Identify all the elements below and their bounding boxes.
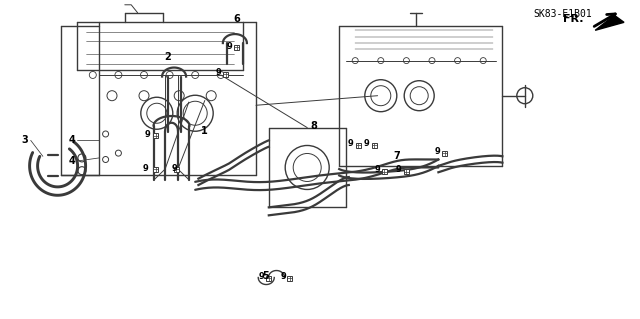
Text: 9: 9 [364, 139, 369, 148]
Text: 2: 2 [164, 52, 171, 62]
Text: 5: 5 [262, 271, 269, 281]
Bar [404, 169, 409, 174]
Text: 9: 9 [227, 42, 232, 51]
Text: 9: 9 [145, 130, 150, 139]
Text: 9: 9 [143, 164, 148, 173]
Text: 6: 6 [234, 13, 240, 24]
Text: SK83-E1B01: SK83-E1B01 [533, 9, 592, 19]
Text: 4: 4 [68, 135, 75, 145]
Bar [223, 71, 228, 77]
Bar [372, 143, 377, 148]
Bar [442, 151, 447, 156]
Text: 9: 9 [172, 164, 177, 173]
Text: 8: 8 [310, 121, 317, 131]
Text: 9: 9 [348, 139, 353, 148]
Text: 9: 9 [281, 272, 286, 281]
Bar [266, 276, 271, 281]
Bar [173, 167, 179, 172]
Text: 9: 9 [216, 68, 221, 77]
Text: 3: 3 [21, 135, 28, 145]
Text: FR.: FR. [563, 14, 584, 24]
Text: 9: 9 [375, 165, 380, 174]
Bar [356, 143, 361, 148]
Bar [287, 276, 292, 281]
Text: 4: 4 [68, 156, 75, 166]
Bar [153, 133, 158, 138]
Text: 9: 9 [396, 165, 401, 174]
Bar [234, 45, 239, 50]
Text: 7: 7 [394, 151, 400, 161]
Text: 9: 9 [435, 147, 440, 156]
Bar [153, 167, 158, 172]
Text: 9: 9 [259, 272, 264, 281]
Text: 1: 1 [202, 126, 208, 136]
Polygon shape [595, 15, 624, 30]
Bar [381, 169, 387, 174]
